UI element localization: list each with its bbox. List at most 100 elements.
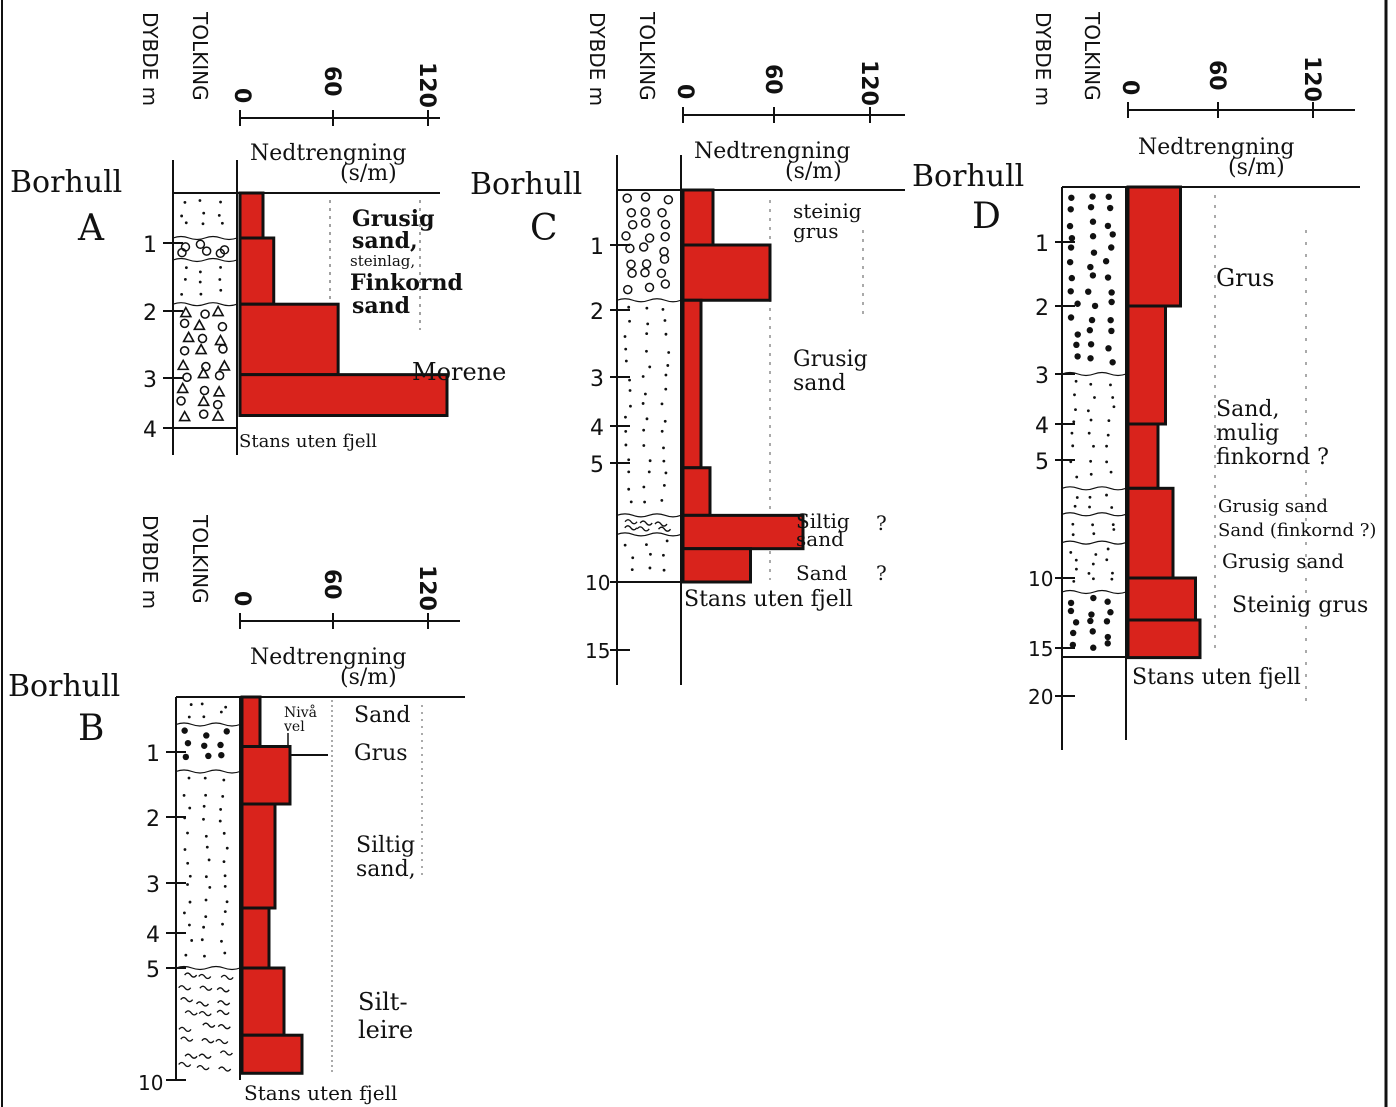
gravel-dot [1087,355,1094,362]
gravel-dot [1104,598,1111,605]
sand-dot [204,915,208,919]
silt-dash [178,985,192,991]
sand-dot [219,808,223,811]
layer-label: Steinig grus [1232,593,1368,618]
layer-label: grus [793,219,839,243]
sand-dot [664,471,668,475]
silt-dash [654,521,668,527]
layer-boundary [616,513,682,518]
penetration-bar [1126,618,1202,660]
stone-circle [660,219,671,230]
penetration-bars [240,695,304,1075]
sand-dot [1071,522,1075,526]
layer-label: finkornd ? [1216,445,1329,470]
sand-dot [663,319,667,322]
gravel-dot [223,728,230,735]
layer-boundary [1061,371,1127,377]
sand-dot [664,332,668,336]
gravel-dot [1069,629,1077,637]
layer-label: sand [352,293,410,319]
sand-dot [642,428,646,432]
silt-dash [178,1061,192,1068]
gravel-dot [1090,594,1097,602]
depth-tick-label: 2 [590,300,604,325]
silt-dash [198,973,212,980]
sand-dot [204,793,208,797]
silt-dash [184,972,198,978]
gravel-dot [1066,222,1074,230]
gravel-dot [1108,289,1115,296]
sand-dot [641,375,645,378]
gravel-dot [201,742,208,749]
scale-tick-label: 60 [1204,60,1229,91]
gravel-dot [1074,331,1081,338]
layer-label: Sand [796,561,848,585]
scale-tick-label: 120 [856,60,881,106]
penetration-bar [681,298,703,470]
sand-dot [660,402,664,406]
depth-tick-label: 10 [1028,567,1053,591]
layer-label: mulig [1216,421,1279,446]
depth-column-header: DYBDE m [1031,12,1055,106]
layer-label: steinig [793,199,862,223]
penetration-bars [1126,185,1202,660]
gravel-dot [184,739,192,747]
gravel-dot [1089,233,1097,240]
penetration-title: Nedtrengning [250,141,406,166]
sand-dot [223,910,227,914]
stone-circle [641,259,652,269]
sand-dot [199,292,203,296]
sand-dot [660,499,664,502]
sand-dot [665,539,669,543]
gravel-dot [1068,194,1075,201]
penetration-bar [238,191,265,240]
depth-column-header: DYBDE m [138,515,162,609]
moraine-circle [199,385,210,396]
gravel-dot [1089,193,1096,200]
sand-dot [200,938,204,942]
sand-dot [628,319,631,323]
moraine-circle [200,309,210,319]
stone-circle [201,246,212,256]
sand-dot [223,885,227,888]
sand-dot [202,817,205,821]
silt-dash [198,1053,212,1059]
sand-dot [1088,495,1092,499]
scale-tick-label: 120 [1299,56,1324,102]
sand-dot [664,387,668,391]
sand-dot [219,265,222,269]
gravel-dot [1087,203,1095,211]
sand-dot [1110,577,1114,581]
moraine-triangle [176,358,190,371]
sand-dot [1089,418,1093,422]
layer-label: Grus [354,741,408,766]
moraine-triangle [197,366,210,379]
depth-tick-label: 1 [590,235,604,260]
sand-dot [662,459,666,463]
sand-dot [648,566,652,570]
stone-circle [627,268,637,279]
sand-dot [628,389,632,392]
sand-dot [624,443,628,447]
layer-label: Sand, [1216,397,1279,422]
gravel-dot [1109,359,1116,366]
sand-dot [184,221,188,225]
interpretation-column-header: TOLKING [188,11,212,101]
sand-dot [1106,433,1110,437]
sand-dot [1074,408,1077,412]
layer-boundary [1061,589,1127,595]
depth-tick-label: 5 [590,453,604,478]
sand-dot [642,485,646,489]
sand-dot [1088,505,1091,509]
layer-boundary [616,532,682,537]
silt-dash [216,1009,230,1016]
borehole-b: Borhull B DYBDE m TOLKING 0 60 120 Nedtr… [8,514,465,1105]
sand-dot [643,500,647,504]
stone-circle [660,279,671,289]
penetration-unit: (s/m) [340,665,397,690]
layer-label: Grusig sand [1218,496,1328,517]
soil-layer [187,702,228,719]
sand-dot [1071,533,1075,537]
layer-label: Siltig [796,509,850,533]
